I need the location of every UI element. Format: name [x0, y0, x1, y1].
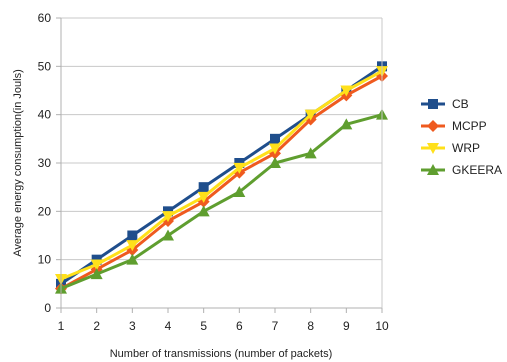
- y-tick-labels: 0 10 20 30 40 50 60: [38, 11, 52, 315]
- legend-marker-wrp: [427, 143, 439, 154]
- data-point-wrp-3: [126, 240, 139, 252]
- x-axis-title: Number of transmissions (number of packe…: [110, 348, 333, 360]
- legend-label-wrp: WRP: [452, 141, 480, 155]
- legend-label-gkeera: GKEERA: [452, 163, 502, 177]
- data-point-gkeera-9: [340, 118, 353, 130]
- x-tick-label-7: 7: [272, 319, 279, 333]
- x-tick-label-8: 8: [307, 319, 314, 333]
- data-point-wrp-2: [90, 259, 103, 271]
- x-tick-label-1: 1: [58, 319, 65, 333]
- x-tick-label-10: 10: [375, 319, 389, 333]
- x-tick-label-5: 5: [200, 319, 207, 333]
- data-point-wrp-7: [269, 143, 281, 155]
- legend-item-mcpp: MCPP: [421, 119, 487, 133]
- data-point-gkeera-5: [197, 205, 210, 217]
- x-tick-label-9: 9: [343, 319, 350, 333]
- y-tick-label-40: 40: [38, 108, 52, 122]
- data-point-cb-3: [127, 230, 138, 241]
- series-line-mcpp: [60, 74, 383, 290]
- data-point-wrp-4: [162, 211, 174, 223]
- axes: [56, 17, 383, 313]
- legend-marker-cb: [428, 99, 438, 109]
- legend-item-wrp: WRP: [421, 141, 480, 155]
- legend-label-cb: CB: [452, 97, 469, 111]
- y-tick-label-50: 50: [38, 59, 52, 73]
- data-point-gkeera-3: [126, 253, 139, 265]
- data-point-wrp-8: [304, 109, 317, 121]
- y-tick-label-30: 30: [38, 156, 52, 170]
- data-point-gkeera-6: [233, 186, 246, 197]
- data-point-wrp-5: [197, 191, 210, 203]
- grid-lines: [61, 17, 382, 309]
- y-tick-label-10: 10: [38, 253, 52, 267]
- data-point-wrp-9: [340, 85, 353, 97]
- legend-marker-mcpp: [427, 120, 439, 132]
- x-tick-label-2: 2: [93, 319, 100, 333]
- x-tick-label-6: 6: [236, 319, 243, 333]
- y-tick-label-20: 20: [38, 204, 52, 218]
- y-tick-label-0: 0: [44, 301, 51, 315]
- y-axis-title: Average energy consumption(in Jouls): [12, 69, 24, 257]
- legend-item-cb: CB: [421, 97, 469, 111]
- x-tick-label-3: 3: [129, 319, 136, 333]
- data-point-gkeera-7: [269, 157, 281, 168]
- x-tick-labels: 1 2 3 4 5 6 7 8 9 10: [58, 319, 389, 333]
- data-point-gkeera-8: [304, 147, 317, 159]
- data-point-cb-7: [270, 133, 280, 144]
- x-tick-label-4: 4: [165, 319, 172, 333]
- series-line-wrp: [60, 69, 383, 281]
- legend: CB MCPP WRP GKEERA: [421, 97, 502, 177]
- data-point-cb-5: [198, 182, 209, 193]
- legend-marker-gkeera: [427, 164, 439, 175]
- legend-item-gkeera: GKEERA: [421, 163, 502, 177]
- legend-label-mcpp: MCPP: [452, 119, 487, 133]
- data-point-gkeera-2: [90, 268, 103, 280]
- y-tick-label-60: 60: [38, 11, 52, 25]
- data-point-gkeera-4: [162, 229, 174, 241]
- data-point-wrp-6: [233, 162, 246, 174]
- series-line-gkeera: [60, 113, 383, 291]
